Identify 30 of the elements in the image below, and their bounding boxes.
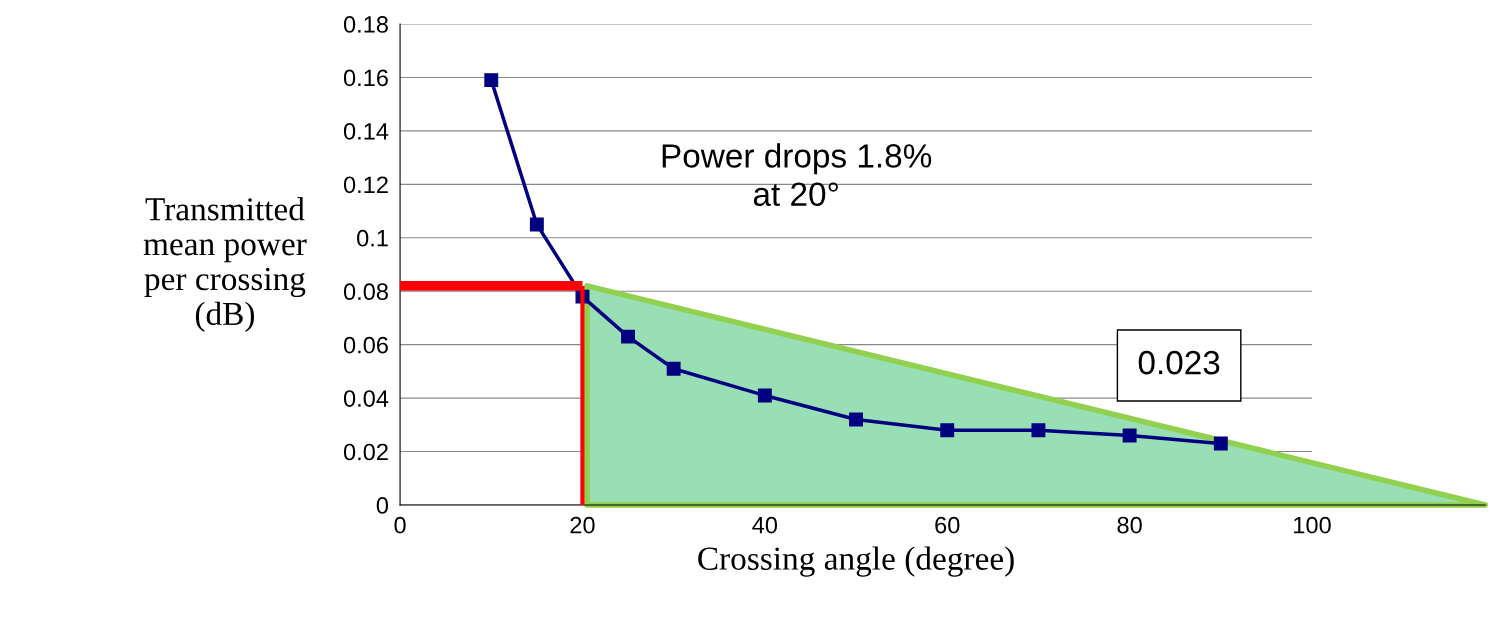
- annotation: Power drops 1.8% at 20°: [662, 143, 932, 207]
- y-tick-label: 0.14: [343, 122, 389, 140]
- y-tick-label: 0.12: [343, 176, 388, 194]
- point: [940, 423, 955, 438]
- y-tick-label: 0.1: [357, 229, 388, 247]
- point: [1031, 423, 1046, 438]
- y-tick-label: 0.18: [343, 16, 388, 33]
- point: [849, 412, 863, 427]
- x-tick-label: 0: [394, 516, 406, 534]
- point: [757, 388, 772, 403]
- x-tick-label: 100: [1294, 516, 1331, 534]
- x-tick-label: 60: [935, 516, 960, 534]
- point: [484, 73, 499, 88]
- y-tick-label: 0.16: [343, 69, 388, 87]
- point: [666, 361, 681, 376]
- point: [529, 217, 544, 232]
- x-tick-label: 20: [570, 516, 595, 534]
- point: [1122, 428, 1137, 443]
- y-axis-title: Transmitted mean power per crossing (dB): [143, 197, 307, 332]
- y-tick-label: 0.08: [343, 283, 388, 301]
- y-tick-label: 0.04: [343, 390, 389, 407]
- x-tick-label: 80: [1117, 516, 1142, 534]
- annotation: 0.023: [1138, 350, 1220, 375]
- point: [621, 329, 635, 344]
- y-tick-label: 0.02: [343, 443, 388, 461]
- y-tick-label: 0: [376, 497, 389, 514]
- point: [1213, 436, 1228, 451]
- x-tick-label: 40: [752, 516, 778, 534]
- y-tick-label: 0.06: [343, 336, 388, 354]
- x-axis-title: Crossing angle (degree): [698, 546, 1014, 577]
